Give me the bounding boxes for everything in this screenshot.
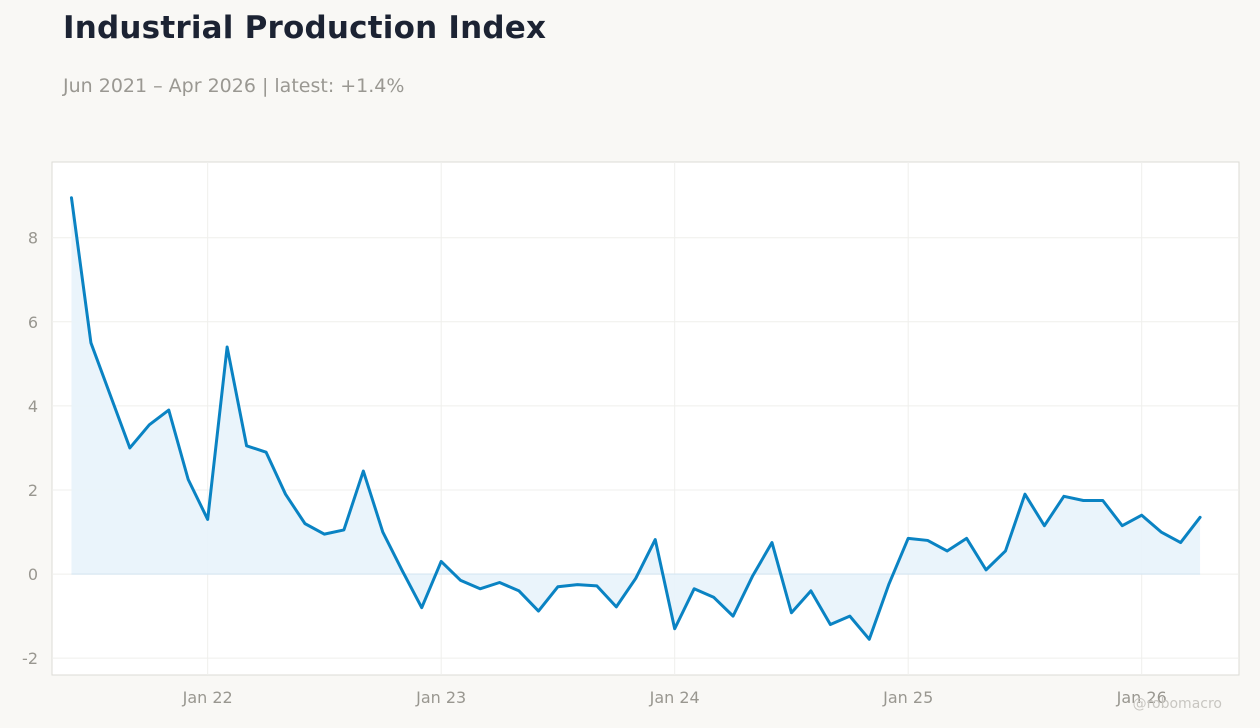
data-point [245, 444, 248, 447]
data-point [1023, 493, 1026, 496]
data-point [381, 531, 384, 534]
data-point [985, 568, 988, 571]
data-point [712, 596, 715, 599]
data-point [89, 341, 92, 344]
data-point [206, 518, 209, 521]
data-point [265, 451, 268, 454]
data-point [187, 478, 190, 481]
x-tick-label: Jan 24 [649, 688, 700, 707]
x-tick-label: Jan 22 [182, 688, 233, 707]
data-point [303, 522, 306, 525]
data-point [556, 585, 559, 588]
chart-title: Industrial Production Index [63, 10, 547, 46]
x-tick-label: Jan 25 [882, 688, 933, 707]
data-point [148, 423, 151, 426]
area-fill [71, 197, 1201, 640]
data-point [518, 589, 521, 592]
data-point [167, 409, 170, 412]
data-point [226, 346, 229, 349]
watermark: @robomacro [1132, 696, 1222, 712]
data-point [654, 538, 657, 541]
data-point [790, 611, 793, 614]
data-point [887, 583, 890, 586]
data-point [1082, 499, 1085, 502]
data-point [770, 541, 773, 544]
data-point [673, 627, 676, 630]
data-point [342, 528, 345, 531]
data-point [848, 615, 851, 618]
axis-labels: -2 0 2 4 6 8 Jan 22 Jan 23 Jan 24 Jan 25 Jan 26 [22, 229, 1167, 707]
data-point [1199, 516, 1202, 519]
y-tick-label: 6 [28, 313, 38, 332]
plot-area [51, 161, 1240, 676]
data-point [634, 577, 637, 580]
chart-subtitle: Jun 2021 – Apr 2026 | latest: +1.4% [63, 75, 405, 97]
y-tick-label: 4 [28, 397, 38, 416]
data-point [362, 470, 365, 473]
data-point [323, 533, 326, 536]
data-point [693, 587, 696, 590]
data-point [440, 560, 443, 563]
data-point [498, 581, 501, 584]
y-tick-label: 0 [28, 565, 38, 584]
data-point [479, 587, 482, 590]
data-point [1004, 549, 1007, 552]
data-point [907, 537, 910, 540]
data-point [284, 493, 287, 496]
data-point [809, 589, 812, 592]
data-point [1043, 524, 1046, 527]
data-point [537, 610, 540, 613]
data-point [926, 539, 929, 542]
data-point [965, 537, 968, 540]
data-point [751, 575, 754, 578]
data-point [401, 569, 404, 572]
data-point [946, 549, 949, 552]
y-tick-label: 8 [28, 229, 38, 248]
data-point [829, 623, 832, 626]
x-tick-label: Jan 26 [1116, 688, 1167, 707]
data-point [615, 605, 618, 608]
y-tick-label: -2 [22, 649, 38, 668]
data-point [1160, 531, 1163, 534]
data-point [128, 446, 131, 449]
data-point [1121, 524, 1124, 527]
data-point [732, 615, 735, 618]
y-tick-label: 2 [28, 481, 38, 500]
data-point [109, 394, 112, 397]
data-point [1062, 495, 1065, 498]
data-point [459, 579, 462, 582]
data-point [420, 606, 423, 609]
data-point [595, 584, 598, 587]
data-point [868, 638, 871, 641]
data-point [1101, 499, 1104, 502]
data-point [576, 583, 579, 586]
x-tick-label: Jan 23 [415, 688, 466, 707]
data-point [70, 196, 73, 199]
data-point [1140, 514, 1143, 517]
data-point [1179, 541, 1182, 544]
series-line [69, 196, 1202, 641]
